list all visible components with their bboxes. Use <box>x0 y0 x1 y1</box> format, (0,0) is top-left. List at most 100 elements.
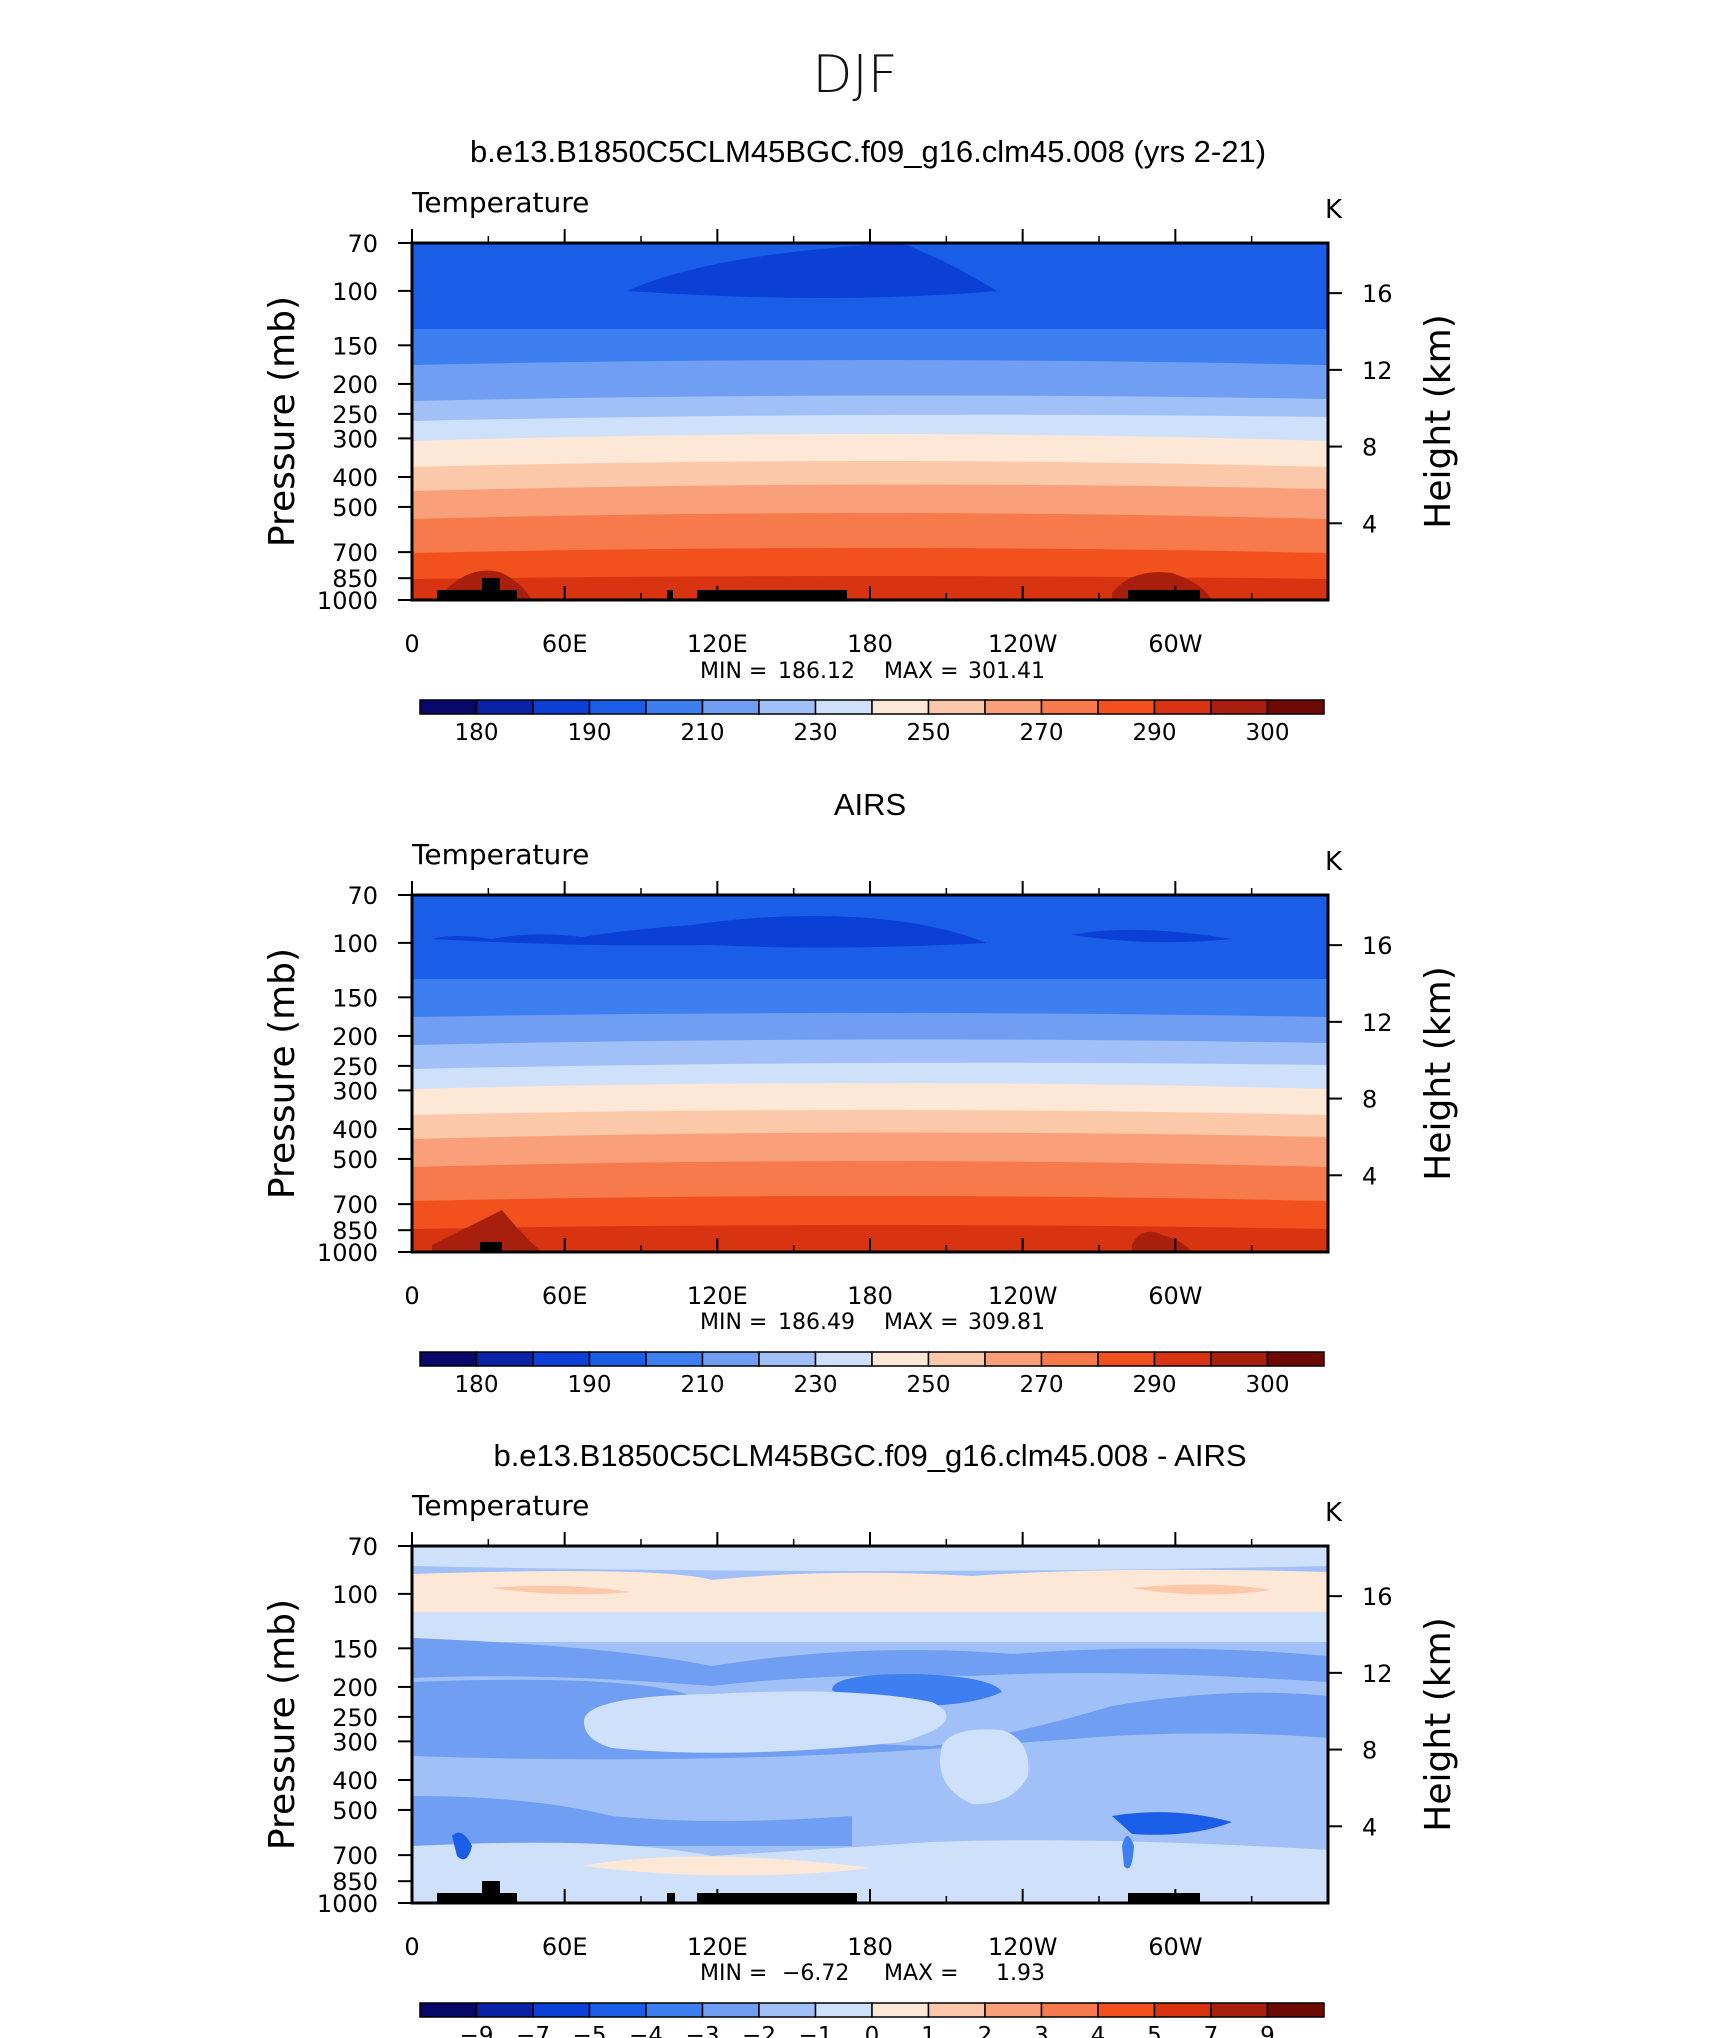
stats-max: 1.93 <box>996 1961 1045 1986</box>
stats-max-label: MAX = <box>884 1961 959 1986</box>
colorbar-swatch <box>927 1351 986 1367</box>
y2-axis-title: Height (km) <box>1418 1617 1459 1831</box>
x-tick-label: 180 <box>847 1282 893 1310</box>
units-label: K <box>1325 195 1343 225</box>
colorbar-swatch <box>1210 2002 1269 2018</box>
colorbar-swatch <box>1210 1351 1269 1367</box>
y2-tick-label: 8 <box>1362 434 1377 462</box>
y2-axis-title: Height (km) <box>1418 314 1459 528</box>
y-tick-label: 1000 <box>317 587 378 615</box>
stats-min-label: MIN = <box>700 1310 767 1335</box>
colorbar-label: 300 <box>1246 720 1290 746</box>
colorbar-label: 270 <box>1020 1372 1064 1398</box>
x-tick-label: 120E <box>687 630 748 658</box>
panel-title: b.e13.B1850C5CLM45BGC.f09_g16.clm45.008 … <box>493 1438 1246 1473</box>
colorbar-swatch <box>871 1351 930 1367</box>
colorbar-label: 270 <box>1020 720 1064 746</box>
colorbar-label: 250 <box>907 1372 951 1398</box>
colorbar-swatch <box>1097 1351 1156 1367</box>
y-tick-label: 700 <box>332 539 378 567</box>
y-tick-label: 70 <box>347 1533 378 1561</box>
colorbar-label: 210 <box>681 1372 725 1398</box>
colorbar-swatch <box>588 2002 647 2018</box>
heatmap-diff <box>412 1546 1328 1903</box>
heatmap-obs <box>412 895 1328 1252</box>
colorbar-swatch <box>1153 699 1212 715</box>
panel-title: b.e13.B1850C5CLM45BGC.f09_g16.clm45.008 … <box>470 134 1266 169</box>
variable-label: Temperature <box>411 186 589 219</box>
y2-tick-label: 16 <box>1362 932 1393 960</box>
y-axis-title: Pressure (mb) <box>262 1599 303 1850</box>
colorbar-label: 230 <box>794 720 838 746</box>
y2-tick-label: 16 <box>1362 1583 1393 1611</box>
x-tick-label: 60W <box>1148 630 1202 658</box>
colorbar-label: 7 <box>1204 2023 1219 2038</box>
y2-tick-label: 16 <box>1362 280 1393 308</box>
y2-tick-label: 8 <box>1362 1086 1377 1114</box>
colorbar-swatch <box>475 699 534 715</box>
y2-tick-label: 12 <box>1362 357 1393 385</box>
y-tick-label: 400 <box>332 1767 378 1795</box>
y2-tick-label: 4 <box>1362 1813 1377 1841</box>
colorbar-swatch <box>701 1351 760 1367</box>
x-tick-label: 60E <box>542 1282 588 1310</box>
y-tick-label: 150 <box>332 1635 378 1663</box>
y2-tick-label: 12 <box>1362 1660 1393 1688</box>
x-tick-label: 120W <box>988 630 1058 658</box>
stats-max: 301.41 <box>968 659 1045 684</box>
x-tick-label: 0 <box>404 1933 419 1961</box>
y-tick-label: 300 <box>332 425 378 453</box>
stats-min: 186.49 <box>778 1310 855 1335</box>
colorbar-swatch <box>1040 1351 1099 1367</box>
variable-label: Temperature <box>411 1489 589 1522</box>
colorbar-swatch <box>984 1351 1043 1367</box>
units-label: K <box>1325 1498 1343 1528</box>
colorbar-swatch <box>645 1351 704 1367</box>
colorbar-label: 300 <box>1246 1372 1290 1398</box>
y-tick-label: 700 <box>332 1842 378 1870</box>
colorbar-swatch <box>588 1351 647 1367</box>
x-tick-label: 60W <box>1148 1282 1202 1310</box>
y-tick-label: 300 <box>332 1077 378 1105</box>
colorbar-swatch <box>927 2002 986 2018</box>
colorbar-label: −5 <box>573 2023 607 2038</box>
colorbar-label: −9 <box>460 2023 494 2038</box>
x-tick-label: 120E <box>687 1933 748 1961</box>
x-tick-label: 60E <box>542 1933 588 1961</box>
x-tick-label: 120W <box>988 1282 1058 1310</box>
colorbar-swatch <box>532 699 591 715</box>
colorbar-label: 210 <box>681 720 725 746</box>
colorbar-swatch <box>532 1351 591 1367</box>
colorbar-swatch <box>532 2002 591 2018</box>
heatmap-model <box>412 243 1328 600</box>
y-tick-label: 200 <box>332 1674 378 1702</box>
y-tick-label: 400 <box>332 464 378 492</box>
y-tick-label: 700 <box>332 1191 378 1219</box>
colorbar-swatch <box>984 2002 1043 2018</box>
stats-max: 309.81 <box>968 1310 1045 1335</box>
y-tick-label: 500 <box>332 494 378 522</box>
y-tick-label: 850 <box>332 565 378 593</box>
colorbar-swatch <box>871 699 930 715</box>
y-tick-label: 250 <box>332 1704 378 1732</box>
y-tick-label: 850 <box>332 1217 378 1245</box>
y-tick-label: 250 <box>332 1053 378 1081</box>
y-axis-title: Pressure (mb) <box>262 948 303 1199</box>
colorbar-swatch <box>814 1351 873 1367</box>
y-tick-label: 850 <box>332 1868 378 1896</box>
colorbar-label: 190 <box>568 720 612 746</box>
colorbar-label: 190 <box>568 1372 612 1398</box>
colorbar-swatch <box>588 699 647 715</box>
colorbar-label: 0 <box>865 2023 880 2038</box>
colorbar: 180 190 210 230 250 270 290 300 <box>419 699 1325 746</box>
colorbar-swatch <box>1266 1351 1325 1367</box>
colorbar-swatch <box>475 1351 534 1367</box>
colorbar-label: 1 <box>921 2023 936 2038</box>
y-tick-label: 150 <box>332 332 378 360</box>
x-tick-label: 0 <box>404 630 419 658</box>
y-tick-label: 100 <box>332 278 378 306</box>
x-tick-label: 180 <box>847 1933 893 1961</box>
colorbar-label: −1 <box>799 2023 833 2038</box>
x-tick-label: 60E <box>542 630 588 658</box>
